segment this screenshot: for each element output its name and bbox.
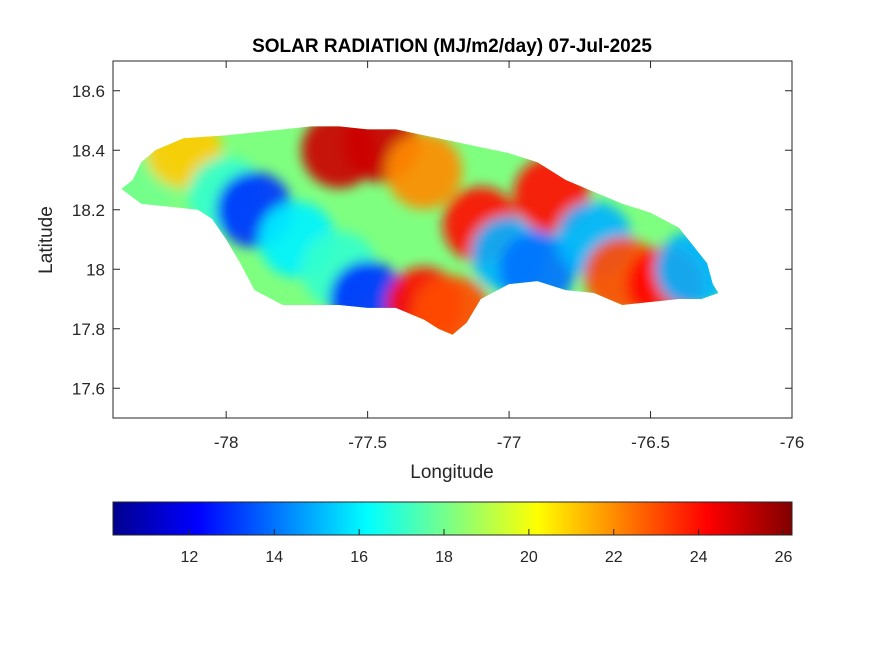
y-axis-ticks: 17.6 17.8 18 18.2 18.4 18.6 xyxy=(72,82,792,398)
colorbar-tick-label: 16 xyxy=(350,549,368,566)
x-axis-label: Longitude xyxy=(410,462,493,483)
x-tick-label: -77.5 xyxy=(348,433,387,452)
colorbar xyxy=(112,501,793,536)
y-axis-label: Latitude xyxy=(36,206,57,274)
colorbar-tick-label: 12 xyxy=(180,549,198,566)
y-tick-label: 17.6 xyxy=(72,379,105,398)
colorbar-tick-label: 18 xyxy=(435,549,453,566)
x-tick-label: -77 xyxy=(497,433,522,452)
colorbar-tick-label: 20 xyxy=(520,549,538,566)
colorbar-tick-label: 26 xyxy=(775,549,793,566)
colorbar-tick-label: 14 xyxy=(265,549,283,566)
radiation-sample xyxy=(386,133,463,210)
x-tick-label: -76 xyxy=(780,433,805,452)
y-tick-label: 18.2 xyxy=(72,201,105,220)
colorbar-tick-label: 22 xyxy=(605,549,623,566)
colorbar-ticks: 12 14 16 18 20 22 24 26 xyxy=(180,529,793,566)
y-tick-label: 18.6 xyxy=(72,82,105,101)
x-axis-ticks: -78 -77.5 -77 -76.5 -76 xyxy=(214,61,804,452)
y-tick-label: 17.8 xyxy=(72,320,105,339)
x-tick-label: -76.5 xyxy=(631,433,670,452)
chart-title: SOLAR RADIATION (MJ/m2/day) 07-Jul-2025 xyxy=(252,36,652,57)
x-tick-label: -78 xyxy=(214,433,239,452)
colorbar-tick-label: 24 xyxy=(690,549,708,566)
y-tick-label: 18.4 xyxy=(72,141,105,160)
y-tick-label: 18 xyxy=(86,260,105,279)
